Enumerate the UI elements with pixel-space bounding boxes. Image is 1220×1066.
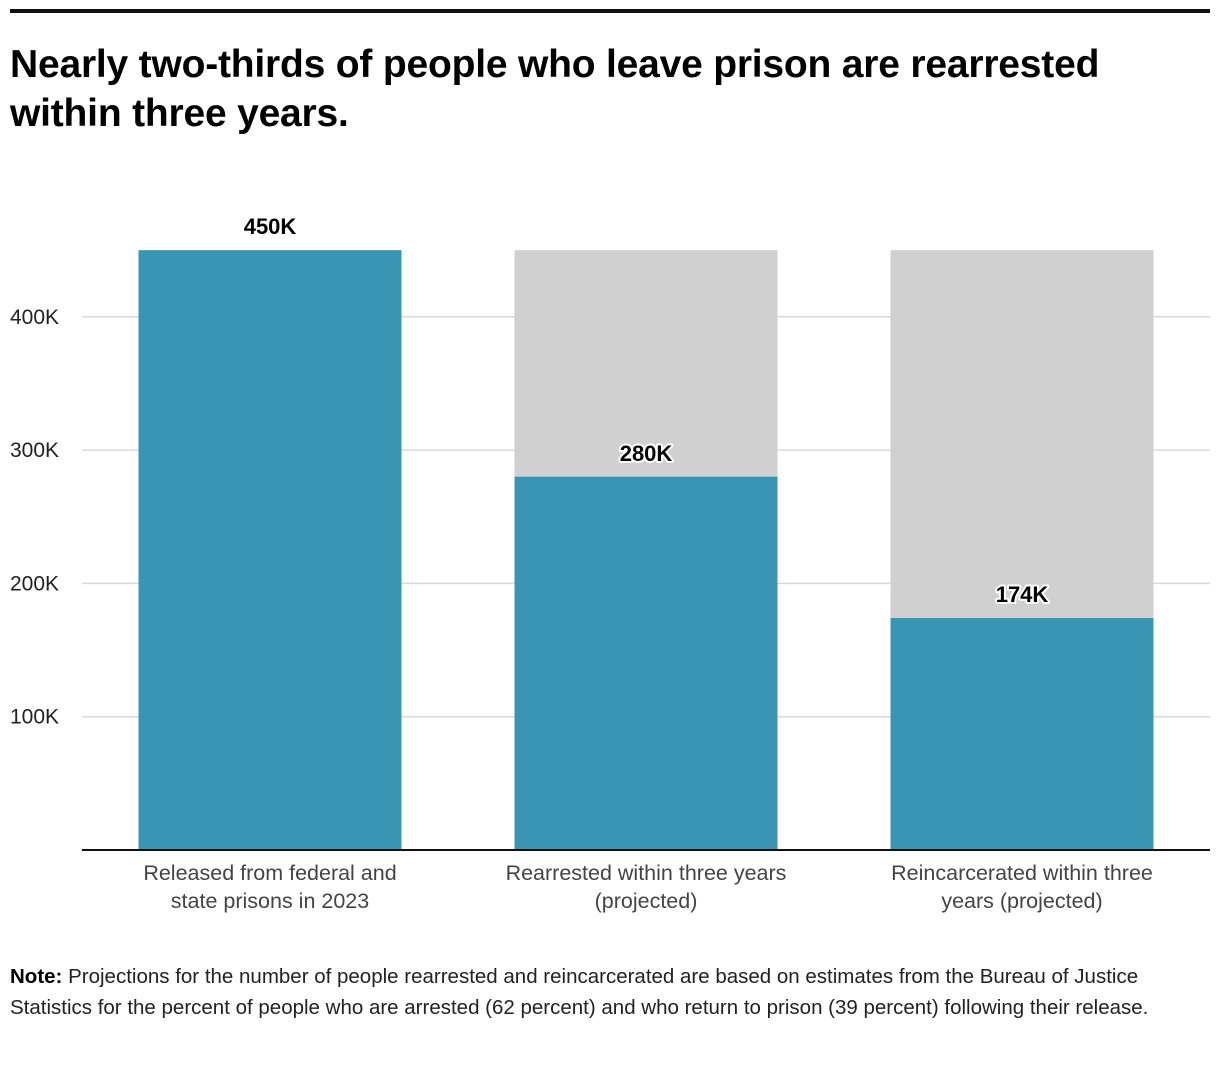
x-category-label: Released from federal and	[143, 861, 396, 885]
y-tick-label: 400K	[10, 306, 59, 329]
x-category-label: (projected)	[595, 889, 698, 913]
x-category-label: Reincarcerated within three	[891, 861, 1153, 885]
y-tick-label: 100K	[10, 706, 59, 729]
value-bar	[514, 476, 778, 850]
y-tick-label: 200K	[10, 572, 59, 595]
data-label: 280K	[620, 441, 673, 466]
chart-title: Nearly two-thirds of people who leave pr…	[10, 43, 1100, 135]
data-label: 174K	[996, 582, 1049, 607]
data-label: 450K	[244, 214, 297, 239]
top-rule	[10, 9, 1210, 13]
bar-chart: 100K 200K 300K 400K 450K 280K 174K Released fro…	[10, 212, 1210, 913]
value-bar	[138, 250, 402, 850]
y-tick-label: 300K	[10, 439, 59, 462]
chart-note: Note: Projections for the number of peop…	[10, 962, 1205, 1023]
value-bar	[890, 618, 1154, 850]
note-label: Note:	[10, 965, 63, 988]
note-text: Projections for the number of people rea…	[10, 965, 1149, 1019]
x-category-label: years (projected)	[941, 889, 1102, 913]
x-category-label: state prisons in 2023	[171, 889, 369, 913]
x-category-label: Rearrested within three years	[506, 861, 787, 885]
